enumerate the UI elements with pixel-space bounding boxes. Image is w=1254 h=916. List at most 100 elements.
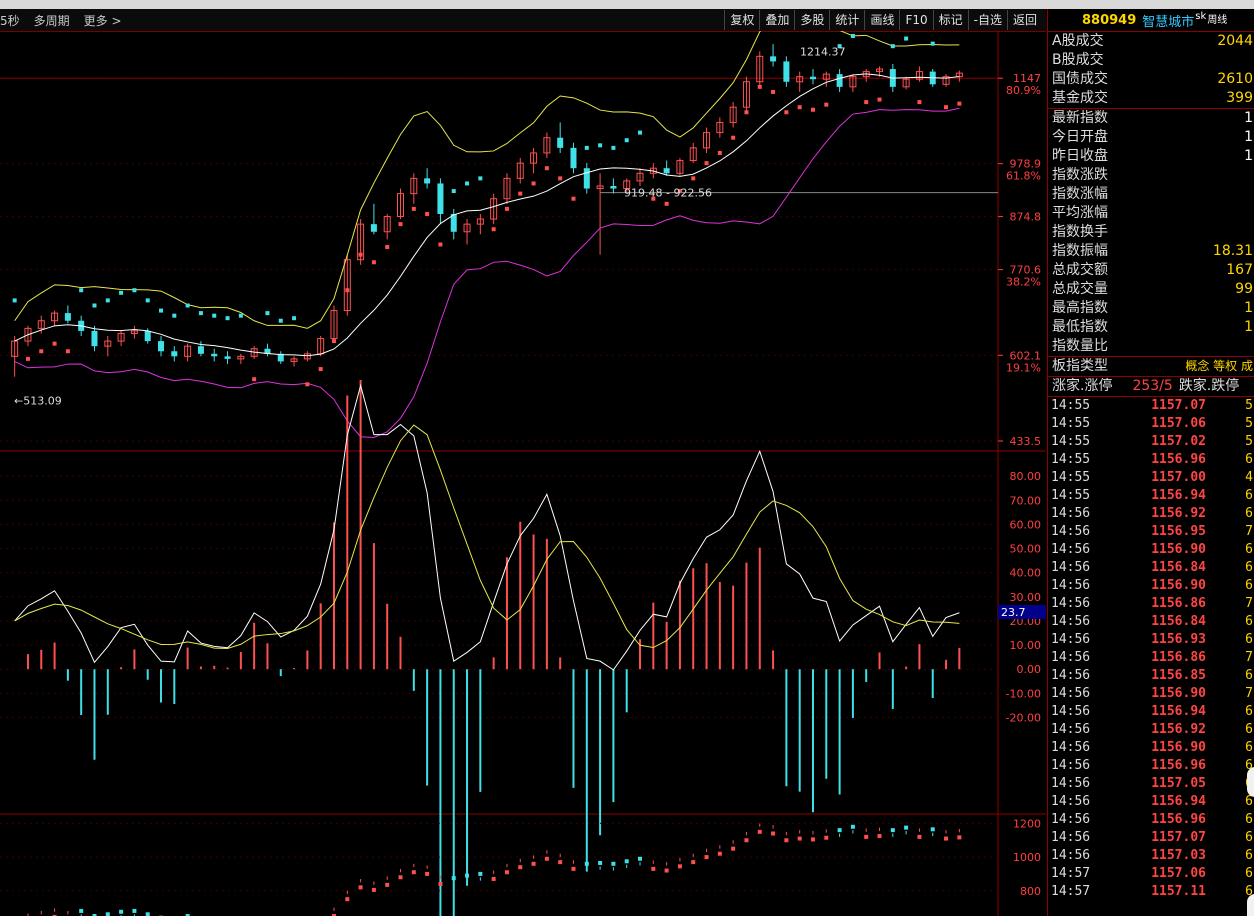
lower-dot [731, 846, 736, 851]
lower-dot [411, 870, 416, 875]
stat-label: A股成交 [1052, 33, 1104, 49]
toolbar-button-4[interactable]: 画线 [864, 10, 899, 30]
tick-row: 14:56 1157.03 6 [1048, 847, 1254, 865]
chart-toolbar: 5秒 多周期 更多 > 复权 叠加 多股 统计 画线 F10 标记 -自选 返回 [0, 9, 1046, 32]
tick-time: 14:56 [1051, 596, 1091, 611]
sar-dot [478, 176, 483, 181]
candle-body [424, 178, 431, 184]
stat-row: 总成交额 167 [1048, 261, 1254, 280]
stat-value: 1 [1244, 129, 1253, 145]
tick-time: 14:56 [1051, 686, 1091, 701]
candle-body [197, 346, 204, 354]
lower-dot [518, 865, 523, 870]
multi-period-button[interactable]: 多周期 [33, 13, 70, 28]
tick-row: 14:56 1156.90 6 [1048, 739, 1254, 757]
tick-volume: 6 [1245, 488, 1253, 503]
tick-price: 1157.06 [1151, 866, 1206, 881]
tick-price: 1156.86 [1151, 650, 1206, 665]
candle-body [716, 121, 724, 134]
toolbar-button-1[interactable]: 叠加 [759, 10, 794, 30]
pct-tick-label: 61.8% [1006, 170, 1041, 183]
candle-body [689, 147, 697, 162]
toolbar-button-3[interactable]: 统计 [829, 10, 864, 30]
candle-body [383, 216, 391, 233]
tick-price: 1156.96 [1151, 758, 1206, 773]
tick-price: 1156.93 [1151, 632, 1206, 647]
tick-row: 14:55 1157.06 5 [1048, 415, 1254, 433]
tick-price: 1156.85 [1151, 668, 1206, 683]
sar-dot [744, 110, 749, 115]
toolbar-button-7[interactable]: -自选 [967, 10, 1007, 30]
sar-dot [225, 316, 230, 321]
sar-dot [584, 145, 589, 150]
tick-price: 1156.94 [1151, 794, 1206, 809]
tick-row: 14:56 1157.07 6 [1048, 829, 1254, 847]
lower-dot [358, 885, 363, 890]
tick-time: 14:56 [1051, 560, 1091, 575]
stat-value: 2044 [1217, 33, 1253, 49]
stat-label: 最新指数 [1052, 110, 1108, 126]
lower-tick-label: 1200 [1013, 817, 1041, 830]
toolbar-button-5[interactable]: F10 [899, 10, 932, 30]
tick-time: 14:55 [1051, 398, 1091, 413]
stat-row: 基金成交 399 [1048, 89, 1254, 108]
sar-dot [292, 316, 297, 321]
sar-dot [638, 130, 643, 135]
tick-list[interactable]: 14:55 1157.07 5 14:55 1157.06 5 14:55 1157.02 5 1… [1048, 397, 1254, 901]
lower-dot [531, 861, 536, 866]
stat-row: A股成交 2044 [1048, 32, 1254, 51]
bb-lower-line [14, 107, 960, 439]
toolbar-button-8[interactable]: 返回 [1006, 10, 1042, 30]
range-annotation: 919.48 - 922.56 [624, 187, 712, 200]
sar-dot [691, 176, 696, 181]
macd-tick-label: 70.00 [1010, 494, 1042, 507]
lower-dot [837, 828, 842, 833]
stat-label: 基金成交 [1052, 90, 1108, 106]
lower-dot [465, 873, 470, 878]
lower-dot [810, 837, 815, 842]
candle-body [809, 76, 816, 80]
candle-body [836, 74, 843, 87]
sar-dot [198, 311, 203, 316]
sar-dot [677, 189, 682, 194]
stat-label: 指数量比 [1052, 338, 1108, 354]
sar-dot [398, 222, 403, 227]
limit-label-down: 跌家.跌停 [1178, 378, 1240, 394]
tick-time: 14:56 [1051, 704, 1091, 719]
lower-dot [638, 856, 643, 861]
toolbar-button-0[interactable]: 复权 [724, 10, 759, 30]
toolbar-button-2[interactable]: 多股 [794, 10, 829, 30]
quote-panel: 880949 智慧城市 sk 周线 A股成交 2044 B股成交 国债成交 2610 基金… [1047, 9, 1254, 916]
lower-dot [917, 834, 922, 839]
lower-dot [864, 834, 869, 839]
sar-dot [252, 377, 257, 382]
lower-dot [52, 914, 57, 916]
lower-dot [451, 876, 456, 881]
tick-volume: 6 [1245, 632, 1253, 647]
tick-volume: 5 [1245, 416, 1253, 431]
stat-label: 最高指数 [1052, 300, 1108, 316]
candle-body [303, 353, 311, 360]
scroll-handle[interactable] [1247, 767, 1254, 797]
scroll-handle-lower[interactable] [1247, 894, 1254, 916]
candle-body [822, 73, 830, 80]
low-annotation: ←513.09 [14, 395, 62, 408]
stat-value: 1 [1244, 148, 1253, 164]
stat-value: 1 [1244, 319, 1253, 335]
tick-price: 1156.96 [1151, 452, 1206, 467]
tick-volume: 6 [1245, 668, 1253, 683]
tick-time: 14:56 [1051, 740, 1091, 755]
stat-row: 指数涨跌 [1048, 166, 1254, 185]
tick-time: 14:56 [1051, 542, 1091, 557]
index-name[interactable]: 智慧城市 [1142, 14, 1195, 30]
period-selector[interactable]: 5秒 [0, 13, 20, 28]
stock-chart[interactable]: 1147 978.9 874.8 770.6 602.1 433.5 80.9% 61.8% 3… [0, 31, 1046, 916]
toolbar-button-6[interactable]: 标记 [932, 10, 968, 30]
tick-time: 14:57 [1051, 884, 1091, 899]
candle-body [37, 320, 45, 329]
candle-body [290, 358, 298, 362]
more-button[interactable]: 更多 > [83, 13, 122, 28]
stat-label: 指数涨跌 [1052, 167, 1108, 183]
tick-volume: 6 [1245, 758, 1253, 773]
candle-body [876, 68, 884, 73]
